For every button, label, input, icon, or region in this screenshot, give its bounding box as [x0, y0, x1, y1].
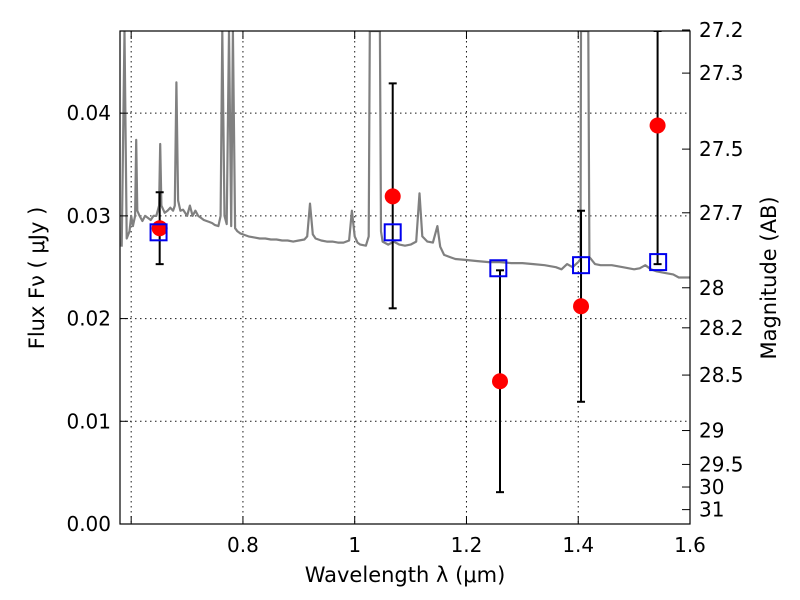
- right-tick-label: 28.5: [699, 363, 744, 387]
- observed-point: [151, 220, 168, 237]
- x-axis-label: Wavelength λ (μm): [305, 563, 506, 587]
- plot-area: [120, 31, 690, 494]
- y-tick-label: 0.01: [66, 409, 111, 433]
- y-tick-label: 0.04: [66, 101, 111, 125]
- right-tick-label: 27.7: [699, 201, 744, 225]
- model-spectrum-line: [120, 31, 690, 279]
- model-squares: [149, 223, 668, 278]
- observed-point: [492, 373, 508, 390]
- y-tick-label: 0.02: [66, 307, 111, 331]
- right-tick-label: 27.5: [699, 137, 744, 161]
- right-tick-label: 27.3: [699, 61, 744, 85]
- right-tick-label: 30: [699, 475, 724, 499]
- x-ticks: 0.8 1 1.2 1.4 1.6: [130, 31, 706, 557]
- y-tick-label: 0.03: [66, 204, 111, 228]
- model-square: [572, 256, 591, 275]
- right-tick-label: 27.2: [699, 18, 744, 42]
- right-tick-label: 29.5: [699, 452, 744, 476]
- y-tick-label: 0.00: [66, 512, 111, 536]
- model-square: [149, 223, 168, 242]
- observed-points: [151, 117, 666, 390]
- grid: [120, 31, 691, 525]
- y-axis-right-label: Magnitude (AB): [757, 196, 781, 359]
- right-tick-label: 28: [699, 276, 724, 300]
- model-square: [383, 223, 402, 242]
- observed-point: [573, 298, 590, 315]
- model-square: [489, 259, 508, 278]
- right-tick-label: 31: [699, 498, 724, 522]
- right-tick-label: 28.2: [699, 316, 744, 340]
- x-tick-label: 1.4: [562, 533, 594, 557]
- plot-frame: [119, 30, 691, 525]
- observed-point: [384, 188, 401, 205]
- x-tick-label: 1.2: [451, 533, 483, 557]
- y-axis-label: Flux Fν ( μJy ): [25, 207, 49, 350]
- x-tick-label: 0.8: [227, 533, 259, 557]
- observed-point: [649, 117, 666, 134]
- x-tick-label: 1: [348, 533, 361, 557]
- y-ticks: 0.00 0.01 0.02 0.03 0.04: [66, 101, 128, 536]
- x-tick-label: 1.6: [674, 533, 706, 557]
- right-tick-label: 29: [699, 419, 724, 443]
- model-square: [649, 253, 668, 272]
